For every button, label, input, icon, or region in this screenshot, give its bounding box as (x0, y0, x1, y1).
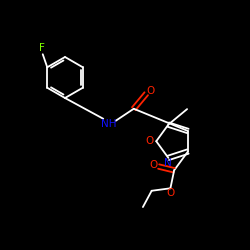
Text: N: N (164, 158, 172, 168)
Text: NH: NH (101, 119, 116, 129)
Text: O: O (145, 136, 154, 146)
Text: O: O (149, 160, 157, 170)
Text: O: O (146, 86, 155, 96)
Text: F: F (38, 43, 44, 53)
Text: O: O (167, 188, 175, 198)
